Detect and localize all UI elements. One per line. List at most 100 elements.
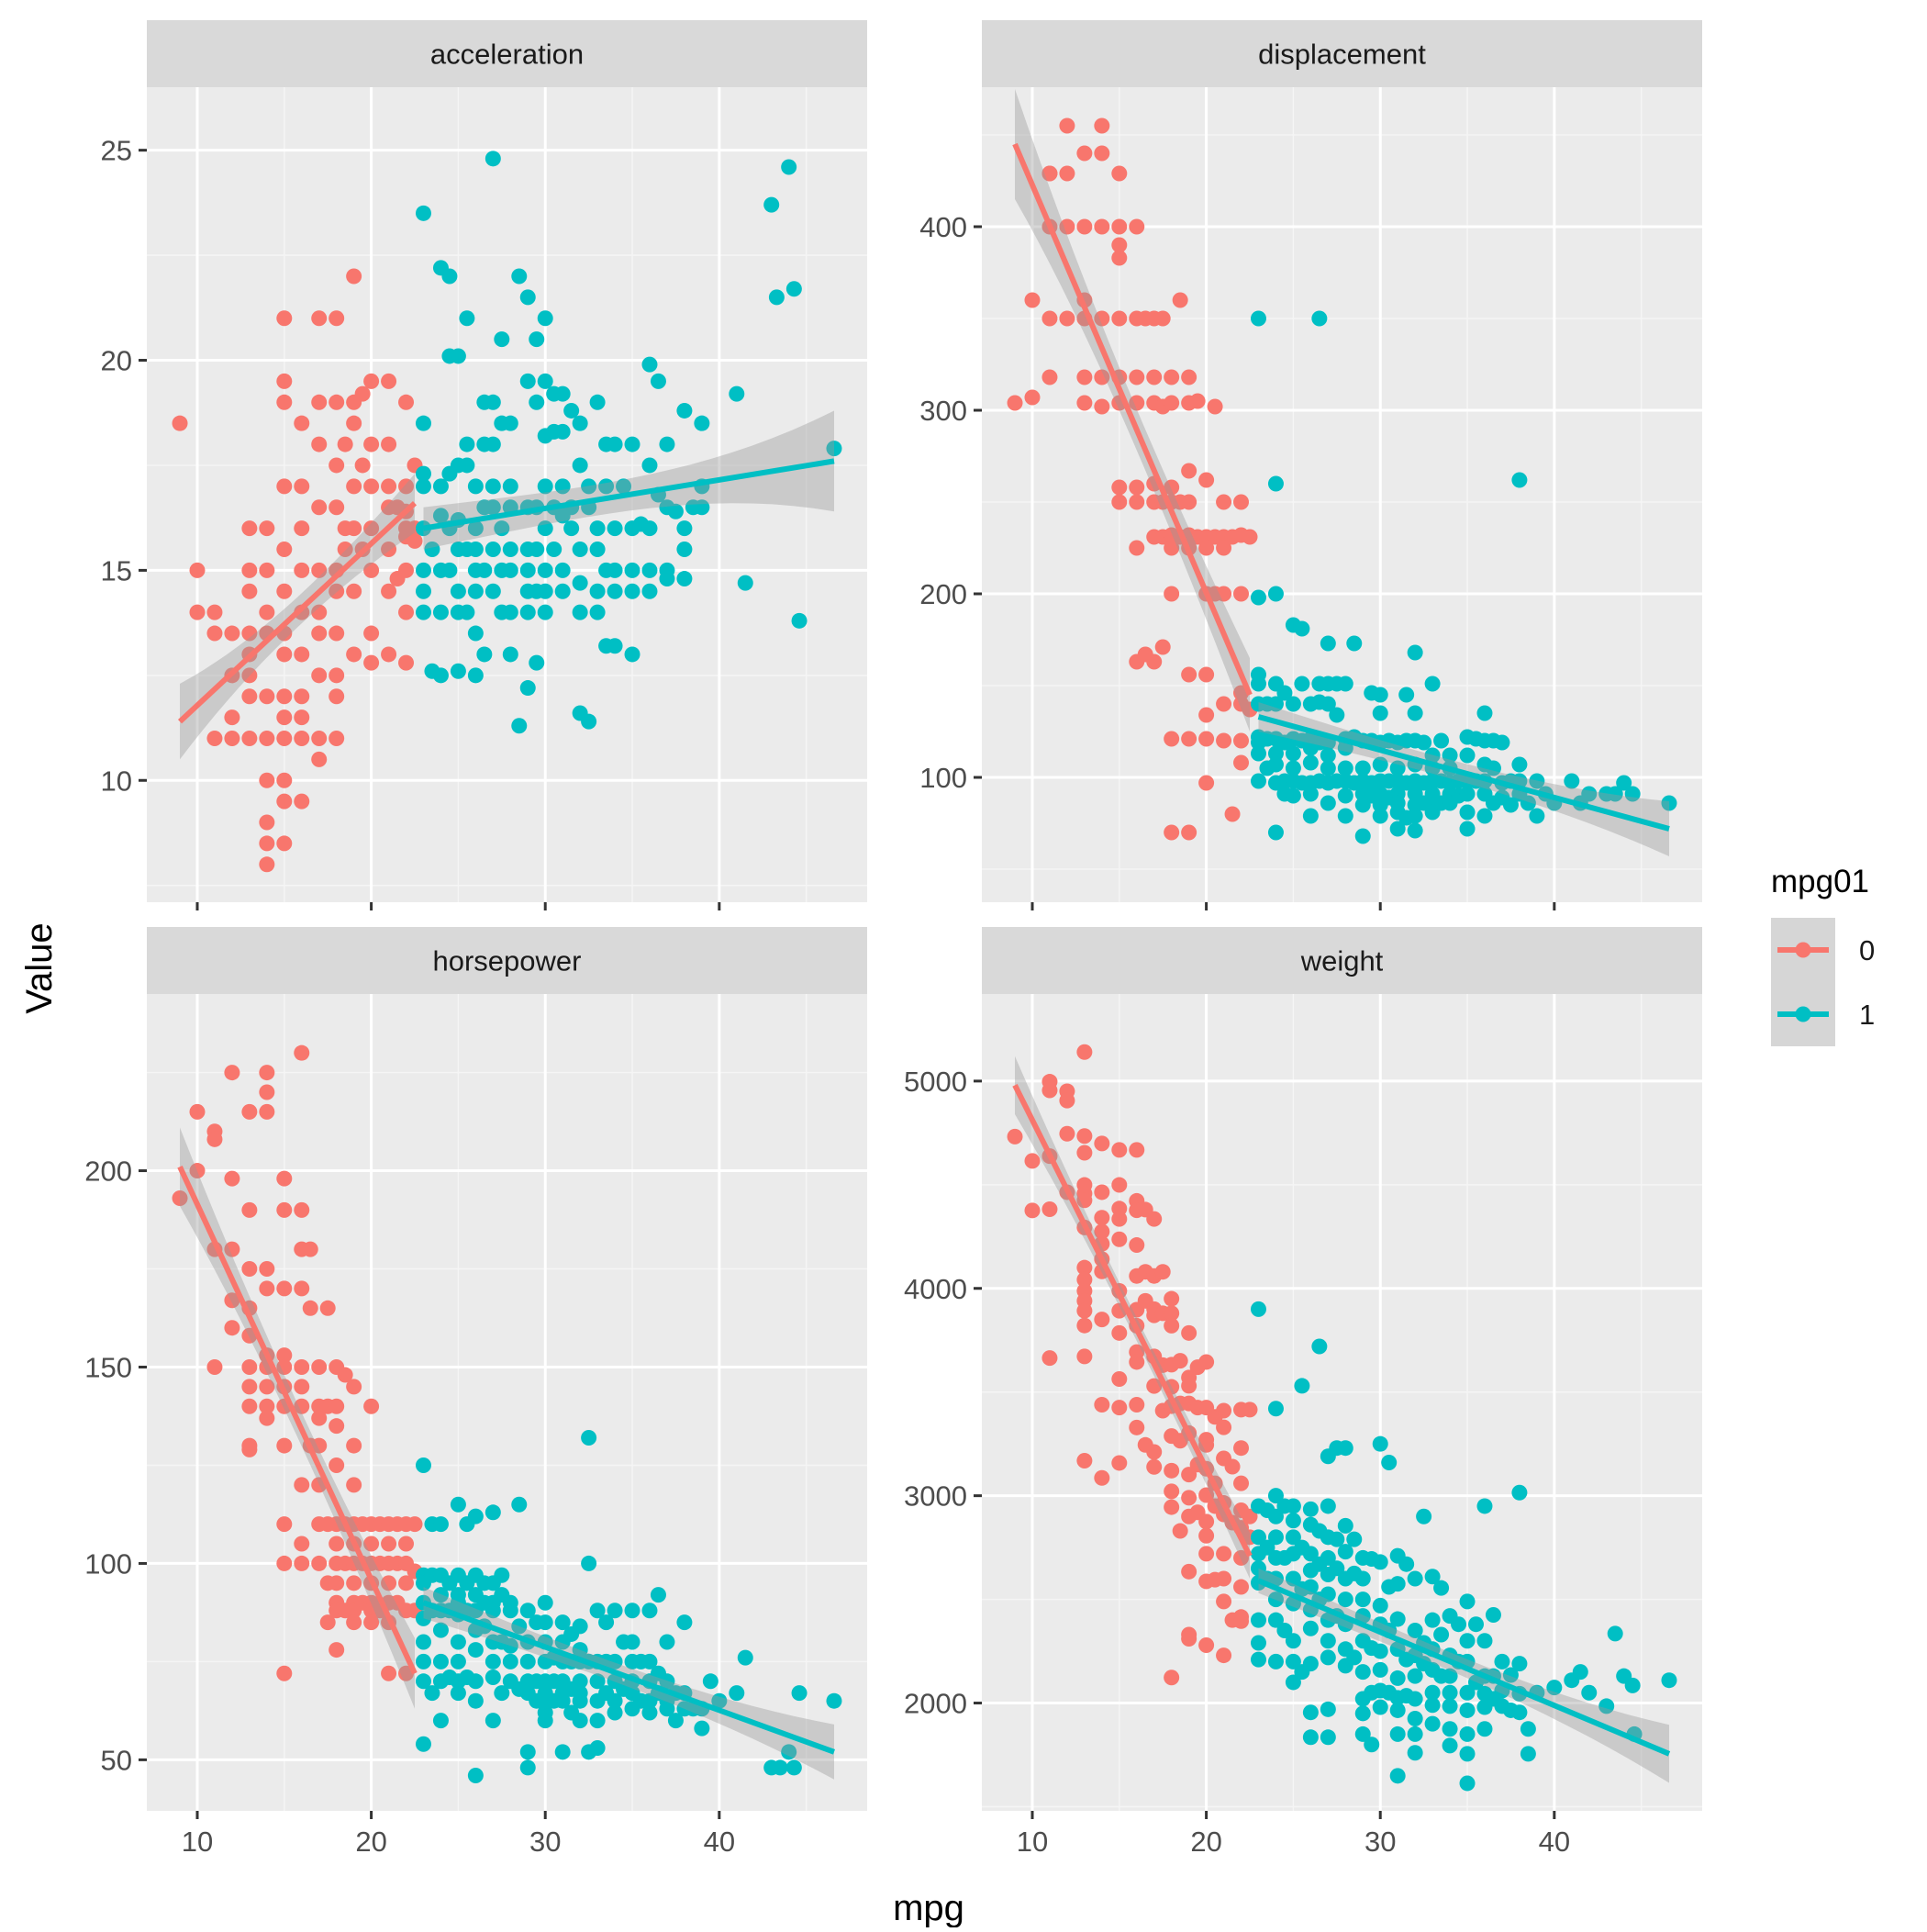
data-point: [259, 730, 275, 746]
data-point: [1424, 1569, 1441, 1585]
data-point: [1094, 218, 1110, 235]
facet-strip: [147, 20, 867, 87]
facet-strip: [982, 20, 1702, 87]
data-point: [276, 772, 293, 788]
data-point: [311, 562, 328, 578]
data-point: [398, 1575, 415, 1591]
data-point: [224, 1170, 240, 1187]
facet-strip-label: horsepower: [433, 945, 582, 977]
data-point: [1294, 620, 1310, 637]
data-point: [1129, 1419, 1145, 1435]
data-point: [1302, 1620, 1319, 1636]
data-point: [641, 583, 658, 599]
data-point: [415, 562, 431, 578]
data-point: [1424, 1697, 1441, 1714]
data-point: [537, 1713, 553, 1729]
data-point: [450, 1634, 466, 1650]
data-point: [1267, 1488, 1284, 1504]
data-point: [441, 562, 458, 578]
data-point: [1111, 1324, 1128, 1341]
data-point: [363, 478, 380, 495]
data-point: [1164, 479, 1180, 496]
data-point: [1337, 676, 1353, 692]
data-point: [276, 1358, 293, 1375]
data-point: [537, 310, 553, 327]
data-point: [1181, 666, 1197, 683]
data-point: [1520, 1721, 1536, 1737]
data-point: [1442, 1668, 1458, 1684]
facet-panel-displacement: displacement 100 200 300 400: [919, 20, 1702, 910]
data-point: [1094, 1210, 1110, 1226]
x-axis-title: mpg: [893, 1888, 964, 1927]
data-point: [1189, 393, 1206, 409]
data-point: [1198, 666, 1215, 683]
data-point: [650, 373, 666, 389]
data-point: [398, 604, 415, 620]
data-point: [785, 281, 802, 297]
y-tick-label: 200: [919, 578, 967, 610]
data-point: [302, 1241, 318, 1257]
data-point: [294, 1358, 310, 1375]
data-point: [1320, 760, 1336, 776]
data-point: [572, 1692, 588, 1709]
data-point: [1424, 1715, 1441, 1732]
data-point: [241, 688, 258, 705]
data-point: [206, 1358, 223, 1375]
data-point: [1485, 1607, 1501, 1624]
data-point: [1181, 494, 1197, 510]
data-point: [485, 394, 501, 410]
data-point: [1164, 395, 1180, 411]
data-point: [1129, 1237, 1145, 1254]
data-point: [415, 478, 431, 495]
data-point: [363, 562, 380, 578]
data-point: [1076, 369, 1093, 385]
data-point: [1511, 756, 1528, 773]
data-point: [294, 1398, 310, 1414]
data-point: [1059, 218, 1075, 235]
data-point: [1242, 529, 1258, 545]
data-point: [1476, 705, 1493, 721]
data-point: [329, 625, 345, 642]
data-point: [1389, 1641, 1406, 1658]
data-point: [259, 1065, 275, 1081]
data-point: [1276, 685, 1293, 701]
data-point: [329, 688, 345, 705]
fit-line-0: [177, 1166, 418, 1675]
data-point: [224, 709, 240, 726]
data-point: [537, 562, 553, 578]
data-point: [1146, 1211, 1163, 1227]
data-point: [1389, 1611, 1406, 1627]
data-point: [785, 1759, 802, 1776]
data-point: [1468, 1616, 1485, 1633]
data-point: [485, 583, 501, 599]
data-point: [294, 709, 310, 726]
data-point: [346, 1614, 362, 1631]
data-point: [1024, 389, 1041, 406]
data-point: [424, 1685, 440, 1702]
data-point: [294, 562, 310, 578]
data-point: [1459, 1633, 1476, 1649]
data-point: [1076, 1145, 1093, 1161]
data-point: [554, 1744, 571, 1760]
data-point: [772, 1759, 788, 1776]
data-point: [1216, 494, 1232, 510]
data-point: [1389, 1576, 1406, 1592]
data-point: [1442, 1737, 1458, 1754]
data-point: [1285, 1513, 1301, 1529]
y-tick-label: 300: [919, 395, 967, 427]
data-point: [1242, 1402, 1258, 1418]
data-point: [1267, 1401, 1284, 1417]
data-point: [241, 520, 258, 537]
data-point: [694, 1720, 710, 1737]
data-point: [415, 1736, 431, 1752]
data-point: [346, 1379, 362, 1395]
data-point: [476, 646, 493, 663]
data-point: [1216, 1593, 1232, 1610]
data-point: [311, 667, 328, 684]
data-point: [346, 583, 362, 599]
data-point: [1329, 1531, 1345, 1547]
facet-strip: [982, 927, 1702, 994]
data-point: [259, 1410, 275, 1426]
data-point: [1372, 1435, 1388, 1452]
data-point: [432, 667, 449, 684]
